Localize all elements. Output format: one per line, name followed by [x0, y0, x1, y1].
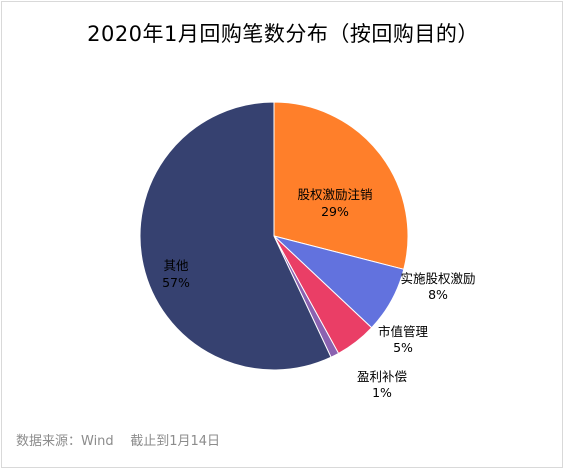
slice-label-other: 其他	[163, 258, 189, 273]
slice-value-other: 57%	[162, 275, 190, 290]
slice-label-market-value-management: 市值管理	[378, 324, 429, 339]
slice-value-implement-equity-incentive: 8%	[428, 287, 448, 302]
slice-label-equity-incentive-cancel: 股权激励注销	[297, 187, 372, 202]
pie-slices	[139, 101, 409, 371]
slice-value-profit-compensation: 1%	[372, 385, 392, 400]
slice-label-implement-equity-incentive: 实施股权激励	[400, 271, 475, 286]
pie-slice-equity-incentive-cancel	[273, 101, 409, 270]
slice-value-market-value-management: 5%	[393, 340, 413, 355]
slice-label-profit-compensation: 盈利补偿	[357, 369, 407, 384]
pie-slice-other	[139, 101, 332, 371]
source-note: 数据来源：Wind 截止到1月14日	[16, 434, 221, 449]
chart-title: 2020年1月回购笔数分布（按回购目的）	[87, 22, 479, 46]
slice-value-equity-incentive-cancel: 29%	[321, 204, 349, 219]
